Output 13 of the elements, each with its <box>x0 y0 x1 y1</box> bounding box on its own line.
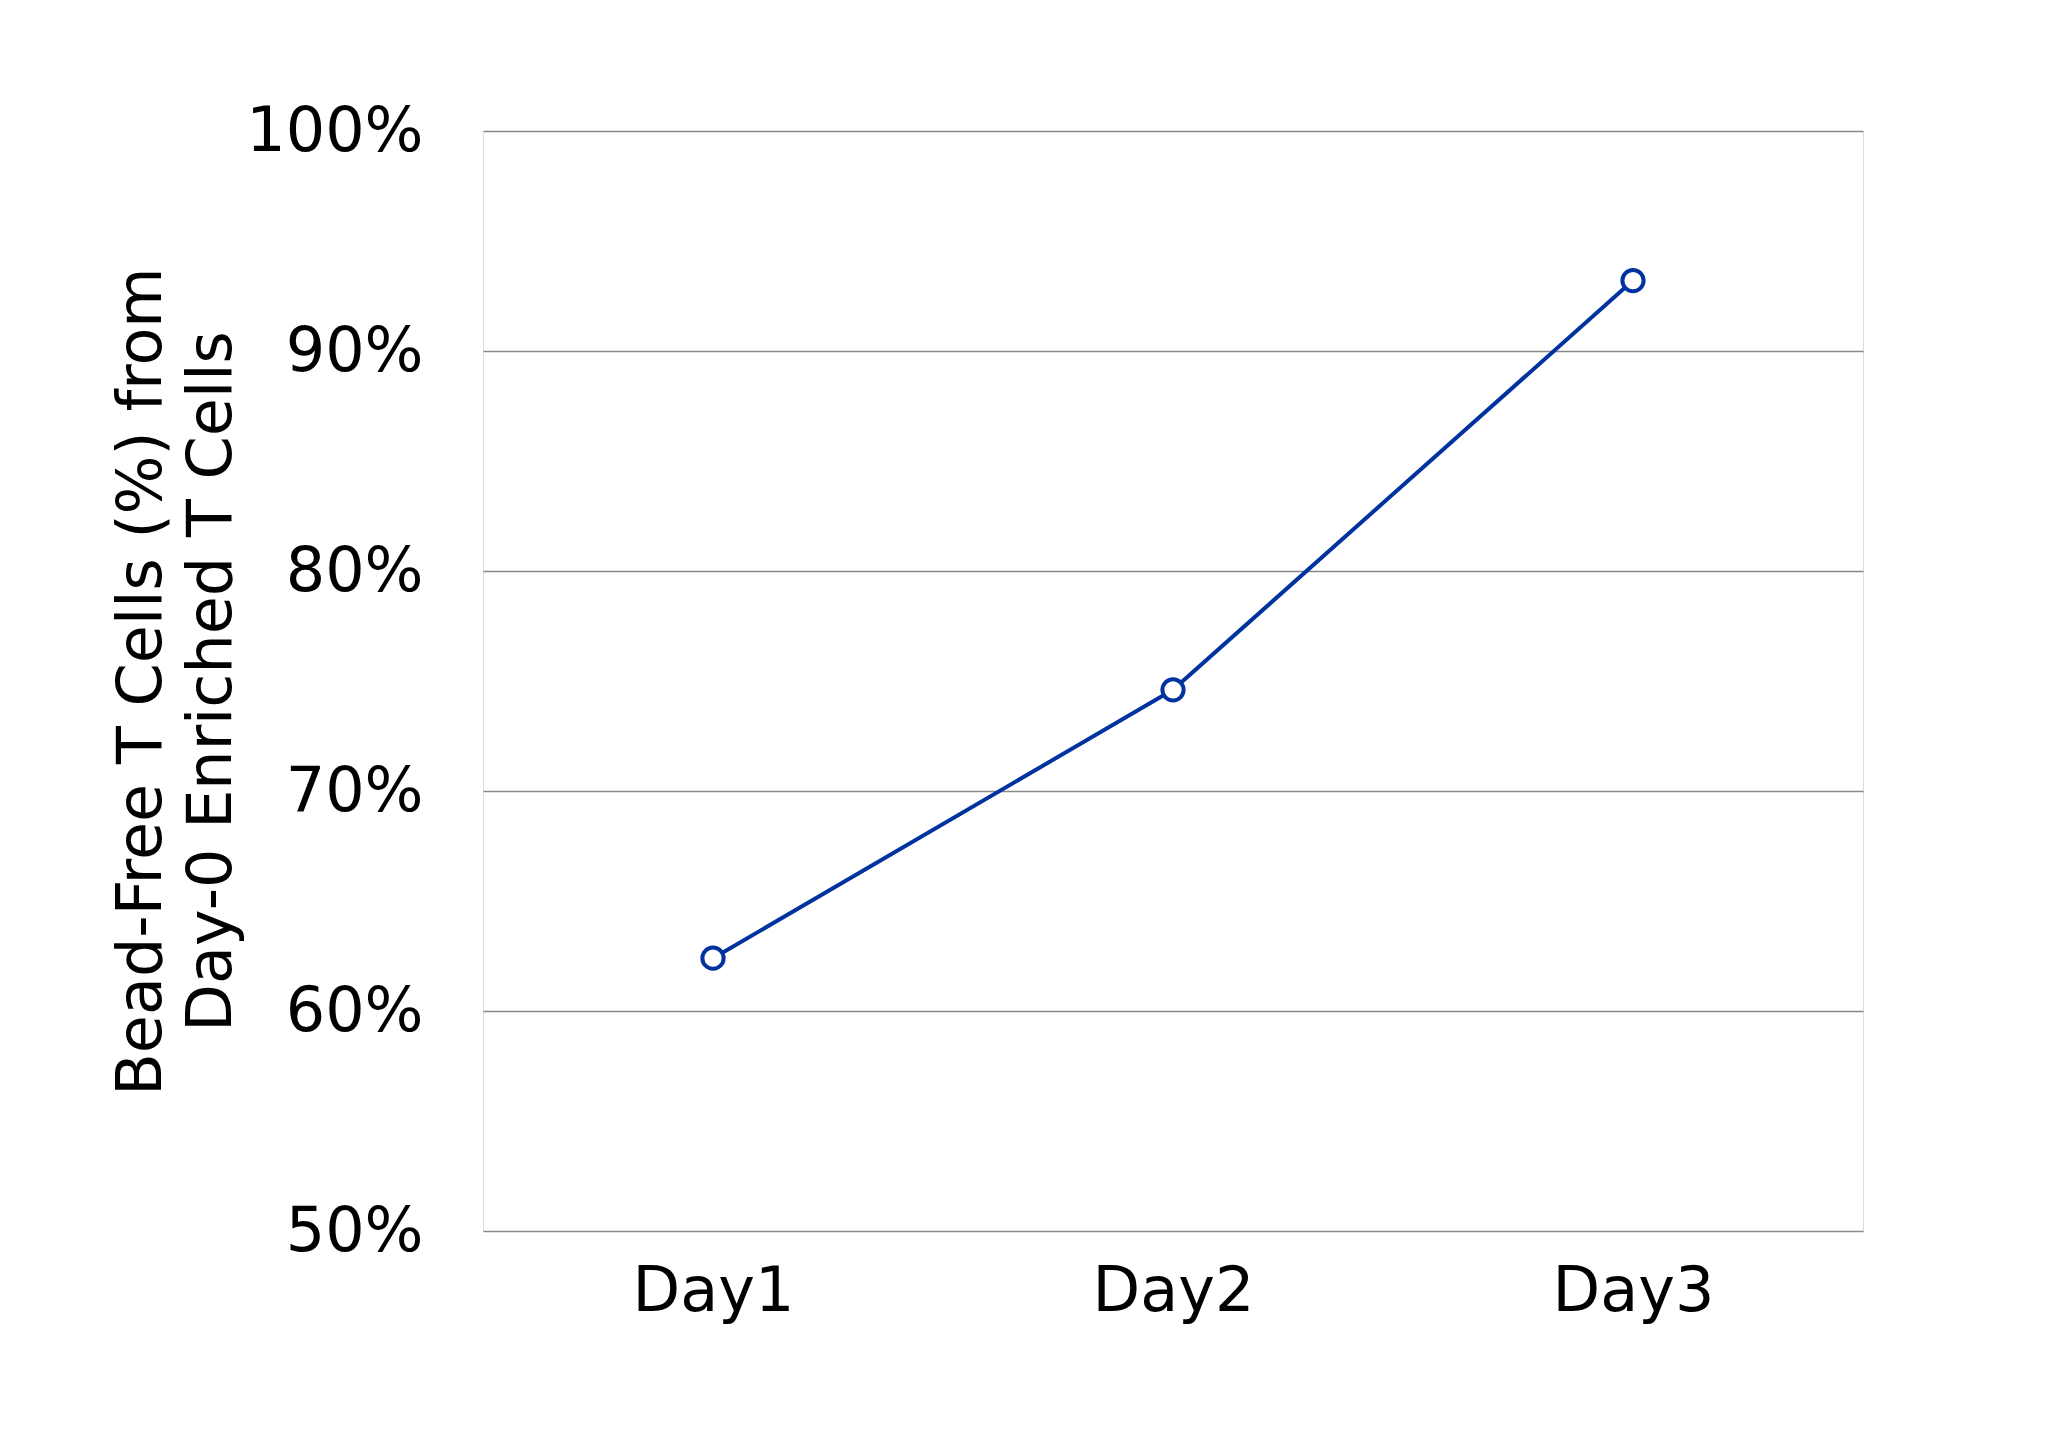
y-tick-label: 80% <box>285 532 424 606</box>
point <box>700 945 726 971</box>
x-tick-label: Day1 <box>632 1252 795 1326</box>
y-tick-label: 70% <box>285 752 424 826</box>
point <box>1160 677 1186 703</box>
y-tick-label: 60% <box>285 972 424 1046</box>
y-tick-label: 50% <box>285 1192 424 1266</box>
x-tick-label: Day3 <box>1552 1252 1715 1326</box>
x-tick-label: Day2 <box>1092 1252 1255 1326</box>
y-tick-label: 90% <box>285 312 424 386</box>
y-axis-title: Bead-Free T Cells (%) from Day-0 Enriched T Cells <box>102 267 246 1096</box>
y-tick-label: 100% <box>246 92 424 166</box>
point <box>1620 268 1646 294</box>
